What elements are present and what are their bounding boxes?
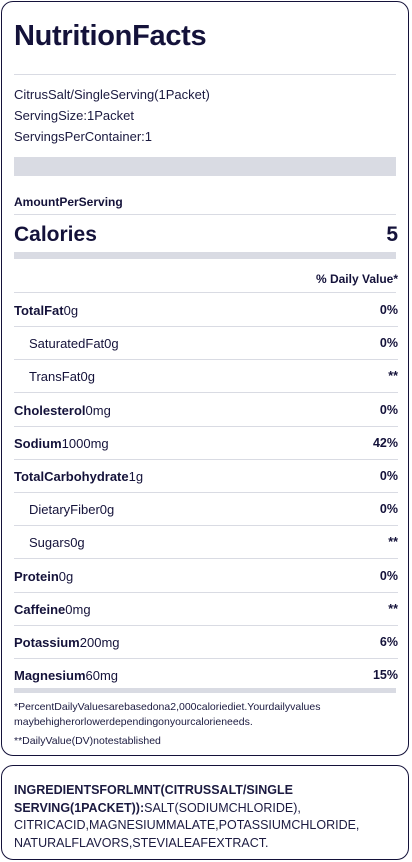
product-name: CitrusSalt/SingleServing(1Packet) <box>14 87 210 102</box>
nutrient-row: DietaryFiber0g 0% <box>14 493 398 527</box>
row-divider <box>14 425 398 427</box>
nutrient-label: Caffeine0mg <box>14 602 91 617</box>
nutrient-label: TotalFat0g <box>14 303 78 318</box>
nutrient-label: DietaryFiber0g <box>29 502 114 517</box>
nutrient-amount: 0g <box>99 502 115 518</box>
nutrient-label: SaturatedFat0g <box>29 336 119 351</box>
nutrient-amount: 0g <box>104 336 119 352</box>
nutrient-row: SaturatedFat0g 0% <box>14 327 398 361</box>
nutrient-label: TotalCarbohydrate1g <box>14 469 143 484</box>
nutrient-daily-value: ** <box>388 369 398 384</box>
nutrient-label: Sodium1000mg <box>14 436 109 451</box>
nutrient-name: SaturatedFat <box>29 336 105 352</box>
nutrient-row: TotalFat0g 0% <box>14 294 398 327</box>
nutrient-amount: 200mg <box>79 635 120 650</box>
nutrient-amount: 1000mg <box>61 435 109 451</box>
ingredients-panel: INGREDIENTSFORLMNT(CITRUSSALT/SINGLE SER… <box>1 765 409 860</box>
nutrient-name: TotalFat <box>14 303 64 318</box>
footnote-percent-daily: *PercentDailyValuesarebasedona2,000calor… <box>14 701 321 728</box>
row-divider <box>14 492 398 493</box>
nutrient-label: Potassium200mg <box>14 635 120 650</box>
nutrient-name: Cholesterol <box>14 402 86 418</box>
ingredients-list: SALT(SODIUMCHLORIDE), CITRICACID,MAGNESI… <box>14 800 360 850</box>
nutrient-label: Protein0g <box>14 569 73 584</box>
nutrient-name: Protein <box>14 568 59 584</box>
row-divider <box>14 624 398 626</box>
nutrient-name: DietaryFiber <box>29 502 100 518</box>
nutrient-row: Caffeine0mg ** <box>14 593 398 626</box>
nutrient-name: Magnesium <box>14 668 86 684</box>
nutrient-name: Caffeine <box>14 601 66 617</box>
row-divider <box>14 458 398 460</box>
nutrient-label: Cholesterol0mg <box>14 403 111 418</box>
nutrient-row: Potassium200mg 6% <box>14 626 398 659</box>
nutrient-amount: 0g <box>63 303 79 318</box>
nutrient-amount: 0g <box>70 535 85 551</box>
row-divider <box>14 392 398 394</box>
divider <box>14 74 396 75</box>
nutrient-label: Magnesium60mg <box>14 668 118 683</box>
nutrient-amount: 60mg <box>85 668 119 684</box>
nutrient-name: Potassium <box>14 635 80 650</box>
nutrient-daily-value: ** <box>388 535 398 550</box>
bottom-divider <box>14 688 396 693</box>
nutrient-row: Protein0g 0% <box>14 560 398 593</box>
nutrient-name: TotalCarbohydrate <box>14 469 129 484</box>
nutrient-name: Sugars <box>29 535 71 551</box>
daily-value-header: % Daily Value* <box>315 272 398 286</box>
nutrient-daily-value: 0% <box>379 402 398 417</box>
nutrient-amount: 0g <box>58 568 74 584</box>
nutrient-daily-value: 0% <box>379 469 398 483</box>
row-divider <box>14 558 398 560</box>
nutrient-amount: 1g <box>128 469 144 484</box>
divider <box>14 214 396 215</box>
calories-label: Calories <box>14 223 97 246</box>
nutrient-row: TotalCarbohydrate1g 0% <box>14 460 398 493</box>
nutrient-row: Sugars0g ** <box>14 526 398 560</box>
footnote-not-established: **DailyValue(DV)notestablished <box>14 735 161 747</box>
medium-divider <box>14 252 396 259</box>
thick-divider <box>14 157 396 176</box>
nutrient-daily-value: 0% <box>379 502 398 517</box>
nutrient-row: TransFat0g ** <box>14 360 398 394</box>
nutrient-daily-value: ** <box>388 601 398 616</box>
row-divider <box>14 359 398 361</box>
row-divider <box>14 658 398 659</box>
nutrient-row: Sodium1000mg 42% <box>14 427 398 460</box>
row-divider <box>14 591 398 593</box>
nutrient-name: TransFat <box>29 369 81 385</box>
nutrient-daily-value: 15% <box>372 668 398 683</box>
nutrient-amount: 0mg <box>85 402 111 418</box>
nutrient-name: Sodium <box>14 435 62 451</box>
amount-per-serving-label: AmountPerServing <box>14 195 123 209</box>
nutrient-daily-value: 42% <box>372 435 398 450</box>
nutrition-facts-title: NutritionFacts <box>14 20 207 52</box>
divider <box>14 292 396 293</box>
nutrient-row: Magnesium60mg 15% <box>14 659 398 692</box>
nutrient-daily-value: 0% <box>379 568 398 583</box>
ingredients-text: INGREDIENTSFORLMNT(CITRUSSALT/SINGLE SER… <box>14 782 394 852</box>
nutrient-row: Cholesterol0mg 0% <box>14 394 398 427</box>
nutrient-amount: 0g <box>80 369 95 385</box>
nutrient-daily-value: 0% <box>379 303 398 317</box>
row-divider <box>14 525 398 527</box>
servings-per-container: ServingsPerContainer:1 <box>14 129 153 144</box>
nutrient-daily-value: 0% <box>379 336 398 351</box>
nutrition-facts-panel: NutritionFacts CitrusSalt/SingleServing(… <box>1 1 409 756</box>
row-divider <box>14 326 398 327</box>
nutrient-label: Sugars0g <box>29 535 85 550</box>
calories-value: 5 <box>386 223 398 246</box>
nutrient-label: TransFat0g <box>29 369 95 384</box>
nutrient-daily-value: 6% <box>379 635 398 649</box>
serving-size: ServingSize:1Packet <box>14 108 134 123</box>
ingredients-heading: INGREDIENTSFORLMNT(CITRUSSALT/SINGLE SER… <box>14 783 293 815</box>
nutrient-amount: 0mg <box>65 601 91 617</box>
